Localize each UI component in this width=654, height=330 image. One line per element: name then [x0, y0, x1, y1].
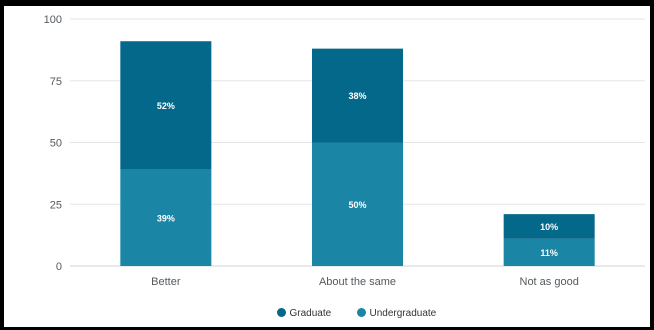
y-tick-label-100: 100: [44, 14, 62, 26]
data-label-graduate-better: 52%: [157, 101, 175, 111]
x-tick-label-better: Better: [151, 276, 181, 288]
data-label-undergraduate-better: 39%: [157, 213, 175, 223]
legend-label-graduate[interactable]: Graduate: [290, 308, 332, 319]
legend-marker-graduate[interactable]: [277, 308, 286, 317]
y-tick-label-75: 75: [50, 76, 62, 88]
legend-marker-undergraduate[interactable]: [357, 308, 366, 317]
x-tick-label-not-as-good: Not as good: [520, 276, 579, 288]
data-label-undergraduate-not-as-good: 11%: [540, 248, 558, 258]
legend-label-undergraduate[interactable]: Undergraduate: [370, 308, 437, 319]
x-tick-label-about-the-same: About the same: [319, 276, 396, 288]
chart-frame: 0 25 50 75 100 39% 52% Better 50% 38% About the sa…: [4, 6, 650, 327]
data-label-undergraduate-about-the-same: 50%: [348, 200, 366, 210]
y-tick-label-50: 50: [50, 138, 62, 150]
y-tick-label-0: 0: [56, 261, 62, 273]
y-tick-label-25: 25: [50, 199, 62, 211]
data-label-graduate-about-the-same: 38%: [348, 91, 366, 101]
stacked-bar-chart: 0 25 50 75 100 39% 52% Better 50% 38% About the sa…: [4, 6, 650, 327]
data-label-graduate-not-as-good: 10%: [540, 222, 558, 232]
